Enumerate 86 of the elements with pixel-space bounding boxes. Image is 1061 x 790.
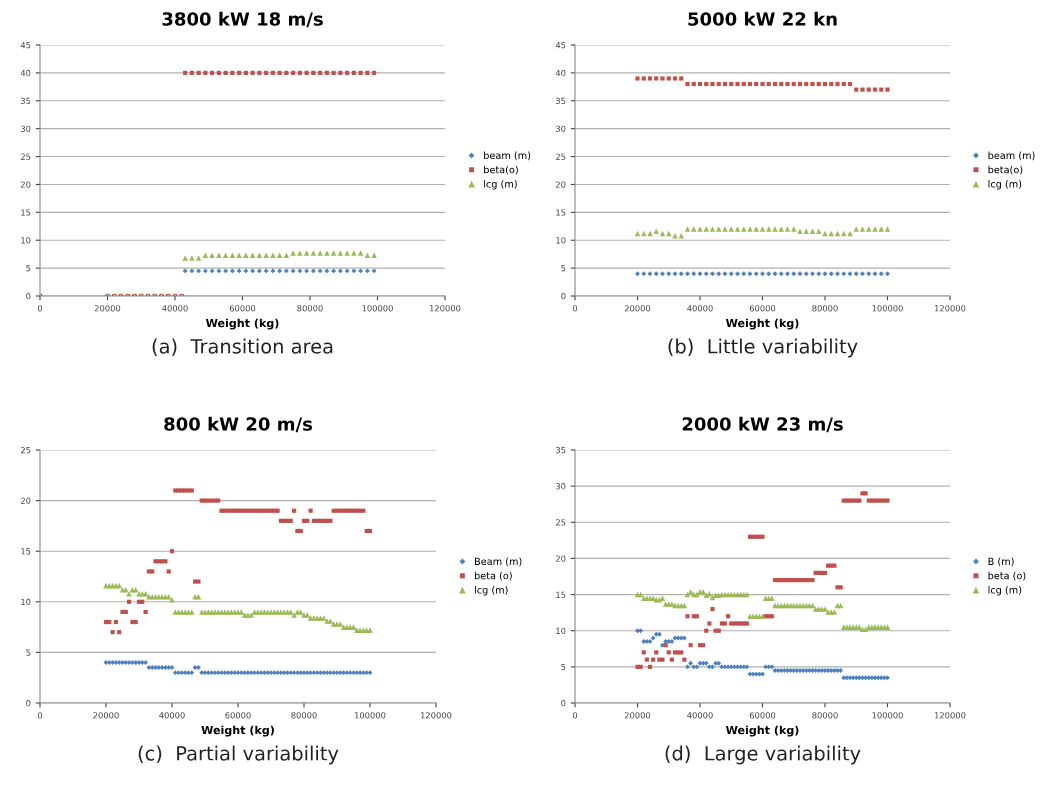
- text: (a) Transition area: [152, 338, 333, 356]
- legend-label: beta (o): [474, 571, 512, 581]
- x-tick-label: 20000: [94, 305, 121, 312]
- y-tick-label: 15: [21, 209, 31, 216]
- chart-title: 3800 kW 18 m/s: [162, 11, 323, 28]
- x-tick-label: 0: [572, 712, 578, 719]
- legend-label: beta(o): [988, 165, 1023, 175]
- y-tick-label: 15: [556, 209, 566, 216]
- legend-label: B (m): [988, 557, 1014, 567]
- y-tick-label: 25: [555, 519, 566, 526]
- x-tick-label: 60000: [225, 712, 251, 719]
- x-tick-label: 120000: [430, 305, 461, 312]
- y-tick-label: 20: [555, 555, 566, 562]
- x-tick-label: 0: [37, 305, 43, 312]
- y-tick-label: 40: [20, 69, 31, 77]
- y-tick-label: 15: [556, 591, 566, 598]
- x-tick-label: 40000: [159, 712, 185, 719]
- legend-label: lcg (m): [484, 180, 517, 190]
- x-axis-title: Weight (kg): [201, 725, 274, 737]
- y-tick-label: 25: [20, 153, 31, 160]
- x-tick-label: 80000: [812, 305, 838, 312]
- x-axis-title: Weight (kg): [725, 725, 799, 737]
- x-tick-label: 20000: [624, 712, 651, 719]
- y-tick-label: 20: [20, 181, 31, 188]
- y-tick-label: 5: [26, 649, 31, 656]
- y-tick-label: 30: [556, 483, 566, 490]
- y-tick-label: 5: [561, 265, 566, 272]
- x-tick-label: 40000: [687, 305, 713, 312]
- x-tick-label: 20000: [93, 712, 119, 719]
- y-tick-label: 0: [26, 699, 31, 707]
- legend-label: beam (m): [484, 151, 531, 161]
- y-tick-label: 10: [556, 627, 566, 634]
- y-tick-label: 10: [21, 598, 31, 606]
- x-tick-label: 100000: [872, 712, 903, 719]
- x-tick-label: 60000: [749, 712, 776, 719]
- legend-label: beta(o): [484, 165, 518, 175]
- x-tick-label: 40000: [162, 305, 188, 312]
- y-tick-label: 10: [21, 237, 31, 244]
- x-tick-label: 100000: [872, 305, 903, 312]
- legend-label: beam (m): [988, 151, 1035, 161]
- y-tick-label: 30: [21, 125, 31, 132]
- x-tick-label: 80000: [297, 305, 323, 312]
- y-tick-label: 25: [20, 446, 31, 454]
- legend-label: Beam (m): [475, 557, 522, 567]
- x-tick-label: 120000: [421, 712, 452, 719]
- legend-label: lcg (m): [988, 180, 1022, 190]
- y-tick-label: 5: [561, 663, 566, 671]
- x-tick-label: 120000: [935, 712, 966, 719]
- x-tick-label: 0: [37, 712, 43, 719]
- y-tick-label: 25: [555, 153, 566, 160]
- y-tick-label: 20: [555, 181, 566, 188]
- y-tick-label: 5: [26, 265, 31, 272]
- x-tick-label: 60000: [229, 305, 256, 312]
- x-tick-label: 80000: [812, 712, 838, 719]
- x-tick-label: 0: [572, 305, 578, 312]
- y-tick-label: 40: [555, 69, 566, 77]
- y-tick-label: 0: [561, 699, 566, 707]
- y-tick-label: 15: [21, 548, 31, 555]
- x-axis-title: Weight (kg): [725, 318, 799, 330]
- x-tick-label: 20000: [624, 305, 651, 312]
- x-axis-title: Weight (kg): [205, 318, 279, 330]
- text: (c) Partial variability: [138, 745, 339, 765]
- x-tick-label: 120000: [935, 305, 966, 312]
- y-tick-label: 35: [556, 97, 566, 105]
- y-tick-label: 35: [556, 446, 566, 454]
- legend-label: lcg (m): [988, 586, 1022, 596]
- text: (b) Little variability: [668, 338, 858, 358]
- legend-label: beta (o): [988, 571, 1026, 581]
- y-tick-label: 30: [556, 125, 566, 132]
- chart-title: 2000 kW 23 m/s: [682, 416, 843, 433]
- y-tick-label: 0: [26, 292, 31, 300]
- x-tick-label: 100000: [362, 305, 393, 312]
- y-tick-label: 10: [556, 237, 566, 244]
- x-tick-label: 80000: [291, 712, 317, 719]
- y-tick-label: 45: [555, 42, 566, 49]
- y-tick-label: 35: [21, 97, 31, 105]
- x-tick-label: 40000: [687, 712, 713, 719]
- x-tick-label: 60000: [749, 305, 776, 312]
- x-tick-label: 100000: [355, 712, 386, 719]
- chart-title: 800 kW 20 m/s: [164, 416, 313, 433]
- chart-title: 5000 kW 22 kn: [688, 11, 837, 26]
- legend-label: lcg (m): [474, 586, 508, 596]
- y-tick-label: 45: [20, 42, 31, 49]
- y-tick-label: 20: [20, 497, 31, 504]
- y-tick-label: 0: [561, 292, 566, 300]
- text: (d) Large variability: [665, 745, 861, 765]
